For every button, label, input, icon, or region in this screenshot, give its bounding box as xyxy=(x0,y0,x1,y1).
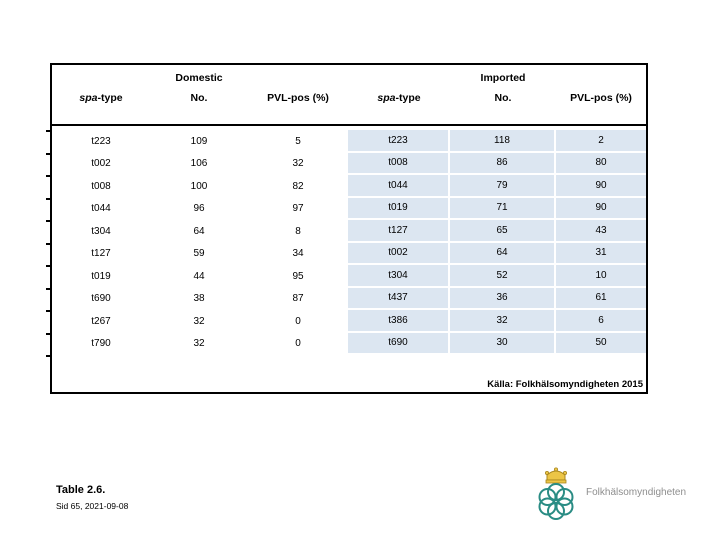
domestic-cell: 8 xyxy=(295,225,301,237)
imported-cell: t386 xyxy=(348,310,450,333)
column-header-spa-type-imported: spa-type xyxy=(377,92,421,104)
column-header-pvl-domestic: PVL-pos (%) xyxy=(267,92,329,104)
column-header-pvl-imported: PVL-pos (%) xyxy=(570,92,632,104)
imported-cell: t304 xyxy=(348,265,450,288)
row-tick-mark xyxy=(46,175,50,177)
domestic-cell: 87 xyxy=(292,293,304,305)
imported-cell: 30 xyxy=(450,332,556,355)
imported-cell: 10 xyxy=(556,265,646,288)
domestic-cell: 38 xyxy=(193,293,205,305)
domestic-cell: t690 xyxy=(91,293,111,305)
domestic-cell: 0 xyxy=(295,315,301,327)
row-tick-mark xyxy=(46,265,50,267)
row-tick-mark xyxy=(46,332,50,335)
column-header-no-domestic: No. xyxy=(190,92,208,104)
domestic-cell: t044 xyxy=(91,203,111,215)
domestic-cell: 32 xyxy=(292,158,304,170)
domestic-cell: 0 xyxy=(295,338,301,350)
column-header-row: spa-type No. PVL-pos (%) spa-type No. PV… xyxy=(52,91,646,105)
imported-cell: 2 xyxy=(556,130,646,153)
data-table: Domestic Imported spa-type No. PVL-pos (… xyxy=(46,63,648,394)
group-header-imported: Imported xyxy=(480,72,526,84)
domestic-cell: 96 xyxy=(193,203,205,215)
domestic-cell: 95 xyxy=(292,270,304,282)
imported-cell: t690 xyxy=(348,332,450,355)
imported-cell: 6 xyxy=(556,310,646,333)
imported-cell: 80 xyxy=(556,152,646,175)
agency-emblem-icon xyxy=(538,467,574,520)
domestic-cell: t267 xyxy=(91,315,111,327)
domestic-cell: 109 xyxy=(190,135,208,147)
imported-cell: 52 xyxy=(450,265,556,288)
imported-cell: 65 xyxy=(450,220,556,243)
domestic-cell: t127 xyxy=(91,248,111,260)
domestic-cell: 34 xyxy=(292,248,304,260)
imported-cell: t127 xyxy=(348,220,450,243)
domestic-cell: t002 xyxy=(91,158,111,170)
domestic-cell: t008 xyxy=(91,180,111,192)
imported-cell: 64 xyxy=(450,242,556,265)
imported-cell: 90 xyxy=(556,197,646,220)
group-header-domestic: Domestic xyxy=(175,72,223,84)
imported-cell: 79 xyxy=(450,175,556,198)
domestic-cell: 59 xyxy=(193,248,205,260)
imported-cell: 36 xyxy=(450,287,556,310)
domestic-cell: t790 xyxy=(91,338,111,350)
group-header-row: Domestic Imported xyxy=(52,71,646,85)
imported-cell: t437 xyxy=(348,287,450,310)
domestic-cell: 97 xyxy=(292,203,304,215)
row-tick-mark xyxy=(46,197,50,200)
imported-cell: 61 xyxy=(556,287,646,310)
domestic-cell: t019 xyxy=(91,270,111,282)
source-note: Källa: Folkhälsomyndigheten 2015 xyxy=(487,379,643,390)
row-tick-mark xyxy=(46,152,50,155)
agency-logo-text: Folkhälsomyndigheten xyxy=(586,486,687,498)
imported-cell: 32 xyxy=(450,310,556,333)
row-tick-mark xyxy=(46,310,50,312)
domestic-cell: 5 xyxy=(295,135,301,147)
imported-cell: t223 xyxy=(348,130,450,153)
domestic-cell: t304 xyxy=(91,225,111,237)
column-header-spa-type-domestic: spa-type xyxy=(79,92,123,104)
imported-cell: 50 xyxy=(556,332,646,355)
imported-cell: t044 xyxy=(348,175,450,198)
imported-cell: 71 xyxy=(450,197,556,220)
row-tick-mark xyxy=(46,130,50,132)
domestic-cell: 100 xyxy=(190,180,208,192)
row-tick-mark xyxy=(46,355,50,357)
imported-cell: t002 xyxy=(348,242,450,265)
agency-logo: Folkhälsomyndigheten xyxy=(533,462,686,522)
domestic-cell: 44 xyxy=(193,270,205,282)
imported-cell: 43 xyxy=(556,220,646,243)
domestic-cell: 64 xyxy=(193,225,205,237)
page-info: Sid 65, 2021-09-08 xyxy=(56,501,129,511)
row-tick-mark xyxy=(46,220,50,222)
imported-cell: t008 xyxy=(348,152,450,175)
column-header-no-imported: No. xyxy=(494,92,512,104)
table-body: t223 109 5 t223 118 2 t002 106 32 t008 86 80 t008 100… xyxy=(52,130,646,355)
imported-cell: 86 xyxy=(450,152,556,175)
domestic-cell: 32 xyxy=(193,315,205,327)
imported-cell: 118 xyxy=(450,130,556,153)
domestic-cell: 32 xyxy=(193,338,205,350)
imported-cell: 31 xyxy=(556,242,646,265)
domestic-cell: t223 xyxy=(91,135,111,147)
row-tick-mark xyxy=(46,287,50,290)
domestic-cell: 82 xyxy=(292,180,304,192)
domestic-cell: 106 xyxy=(190,158,208,170)
table-caption: Table 2.6. xyxy=(56,484,106,496)
header-divider xyxy=(52,124,646,126)
imported-cell: 90 xyxy=(556,175,646,198)
row-tick-mark xyxy=(46,242,50,245)
imported-cell: t019 xyxy=(348,197,450,220)
